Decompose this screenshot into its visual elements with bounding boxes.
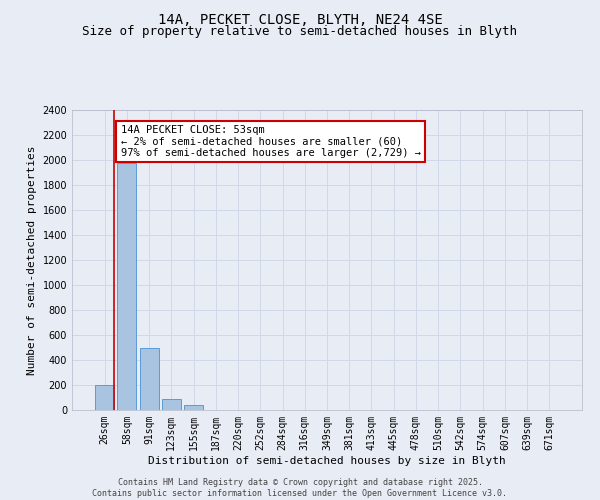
Text: 14A PECKET CLOSE: 53sqm
← 2% of semi-detached houses are smaller (60)
97% of sem: 14A PECKET CLOSE: 53sqm ← 2% of semi-det… <box>121 125 421 158</box>
Text: 14A, PECKET CLOSE, BLYTH, NE24 4SE: 14A, PECKET CLOSE, BLYTH, NE24 4SE <box>158 12 442 26</box>
X-axis label: Distribution of semi-detached houses by size in Blyth: Distribution of semi-detached houses by … <box>148 456 506 466</box>
Bar <box>162 399 181 410</box>
Text: Size of property relative to semi-detached houses in Blyth: Size of property relative to semi-detach… <box>83 25 517 38</box>
Y-axis label: Number of semi-detached properties: Number of semi-detached properties <box>27 145 37 375</box>
Bar <box>184 405 203 410</box>
Bar <box>95 385 114 410</box>
Text: Contains HM Land Registry data © Crown copyright and database right 2025.
Contai: Contains HM Land Registry data © Crown c… <box>92 478 508 498</box>
Bar <box>118 162 136 410</box>
Bar <box>140 348 158 410</box>
